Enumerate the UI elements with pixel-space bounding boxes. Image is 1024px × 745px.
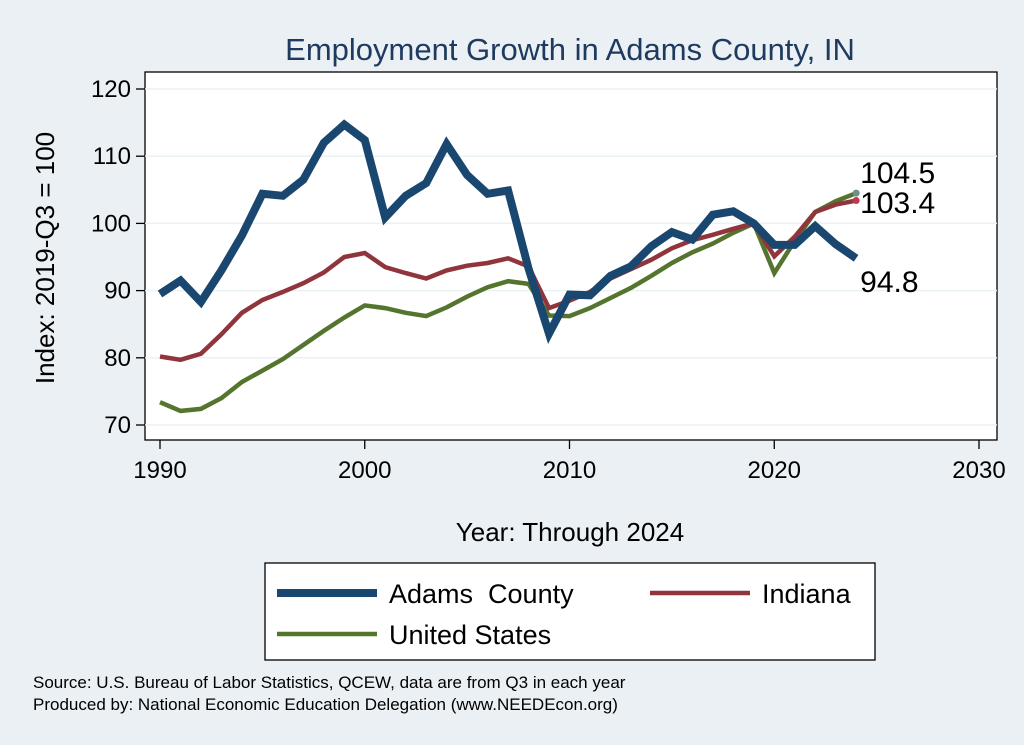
y-tick-label: 110 xyxy=(93,143,131,170)
y-tick-label: 70 xyxy=(104,412,131,439)
legend: Adams County Indiana United States xyxy=(277,579,852,650)
end-marker xyxy=(852,197,860,205)
series-line-united-states xyxy=(159,191,857,414)
series-line-adams-county xyxy=(157,119,859,344)
axes: 70 80 90 100 110 120 1990 2000 2010 2020 2030 xyxy=(91,76,1006,484)
legend-box xyxy=(264,562,876,661)
end-value-label: 103.4 xyxy=(860,187,935,220)
producer-note: Produced by: National Economic Education… xyxy=(33,695,618,714)
source-note: Source: U.S. Bureau of Labor Statistics,… xyxy=(33,673,626,692)
x-tick-label: 2010 xyxy=(543,457,596,484)
x-tick-label: 2000 xyxy=(338,457,391,484)
chart-title: Employment Growth in Adams County, IN xyxy=(285,32,855,67)
legend-label: Adams County xyxy=(389,579,574,609)
end-marker xyxy=(852,189,860,197)
x-axis-label: Year: Through 2024 xyxy=(456,517,684,547)
y-tick-label: 90 xyxy=(104,278,131,305)
x-tick-label: 1990 xyxy=(133,457,186,484)
end-value-label: 94.8 xyxy=(860,266,918,299)
x-tick-label: 2030 xyxy=(952,457,1005,484)
legend-label: United States xyxy=(389,620,551,650)
y-tick-label: 120 xyxy=(91,76,131,103)
end-value-label: 104.5 xyxy=(860,157,935,190)
y-axis-label: Index: 2019-Q3 = 100 xyxy=(30,132,60,384)
y-tick-label: 100 xyxy=(91,210,131,237)
legend-label: Indiana xyxy=(762,579,852,609)
y-tick-label: 80 xyxy=(104,345,131,372)
x-tick-label: 2020 xyxy=(748,457,801,484)
plot-area xyxy=(144,71,998,441)
series-line-indiana xyxy=(159,198,857,363)
series-group xyxy=(157,119,860,414)
